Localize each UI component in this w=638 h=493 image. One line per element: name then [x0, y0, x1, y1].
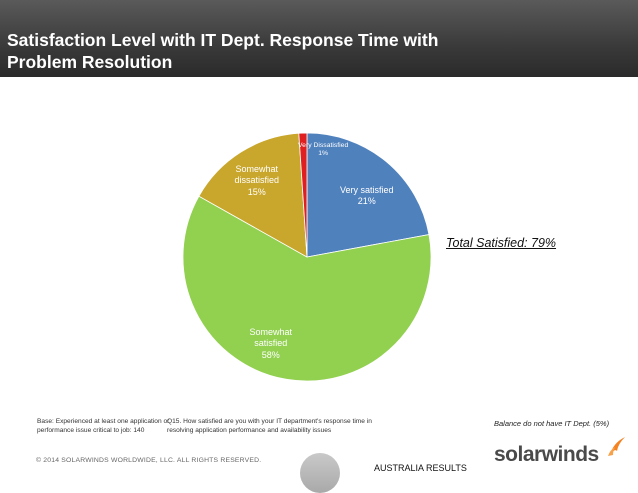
pie-slice-1	[182, 195, 432, 382]
pie-slice-label-1-line-2: 58%	[261, 349, 280, 360]
question-footnote: Q15. How satisfied are you with your IT …	[167, 418, 372, 436]
pie-slice-0	[306, 132, 430, 258]
pie-slice-label-0-line-1: 21%	[357, 196, 376, 207]
region-label: AUSTRALIA RESULTS	[374, 463, 467, 473]
pie-chart	[182, 132, 432, 382]
logo-wordmark: solarwinds	[494, 443, 599, 466]
pie-slice-label-0: Very satisfied 21%	[340, 185, 394, 208]
title-bar: Satisfaction Level with IT Dept. Respons…	[0, 0, 638, 77]
pie-slice-label-2-line-2: 15%	[247, 186, 266, 197]
pie-slice-3	[298, 132, 308, 258]
slide-title-line-1: Satisfaction Level with IT Dept. Respons…	[7, 30, 439, 50]
pie-slice-label-2: Somewhat dissatisfied 15%	[235, 164, 280, 198]
base-footnote-line-1: Base: Experienced at least one applicati…	[37, 418, 170, 425]
base-footnote: Base: Experienced at least one applicati…	[37, 418, 169, 436]
question-footnote-line-2: resolving application performance and av…	[167, 426, 332, 434]
slide-title-line-2: Problem Resolution	[7, 52, 173, 72]
pie-slice-label-3-line-0: Very Dissatisfied	[298, 142, 349, 149]
pie-slice-label-1-line-0: Somewhat	[249, 327, 293, 337]
solarwinds-logo: solarwinds	[494, 437, 634, 473]
copyright-text: © 2014 SOLARWINDS WORLDWIDE, LLC. ALL RI…	[36, 457, 262, 464]
total-satisfied-annotation: Total Satisfied: 79%	[446, 236, 557, 250]
pie-slice-2	[198, 132, 308, 258]
balance-note: Balance do not have IT Dept. (5%)	[494, 419, 610, 428]
pie-slice-label-3-line-1: 1%	[318, 150, 329, 158]
logo-flame-icon	[608, 437, 625, 456]
decorative-dome	[300, 453, 340, 493]
pie-slice-label-2-line-0: Somewhat	[235, 164, 279, 174]
pie-slice-label-1: Somewhat satisfied 58%	[250, 327, 293, 361]
slide-title: Satisfaction Level with IT Dept. Respons…	[7, 29, 627, 73]
question-footnote-line-1: Q15. How satisfied are you with your IT …	[167, 418, 372, 425]
pie-slice-label-2-line-1: dissatisfied	[234, 175, 280, 186]
base-footnote-line-2: performance issue critical to job: 140	[37, 426, 145, 434]
pie-slice-label-1-line-1: satisfied	[254, 338, 288, 349]
pie-slice-label-0-line-0: Very satisfied	[340, 185, 394, 195]
pie-slice-label-3: Very Dissatisfied 1%	[298, 142, 348, 159]
